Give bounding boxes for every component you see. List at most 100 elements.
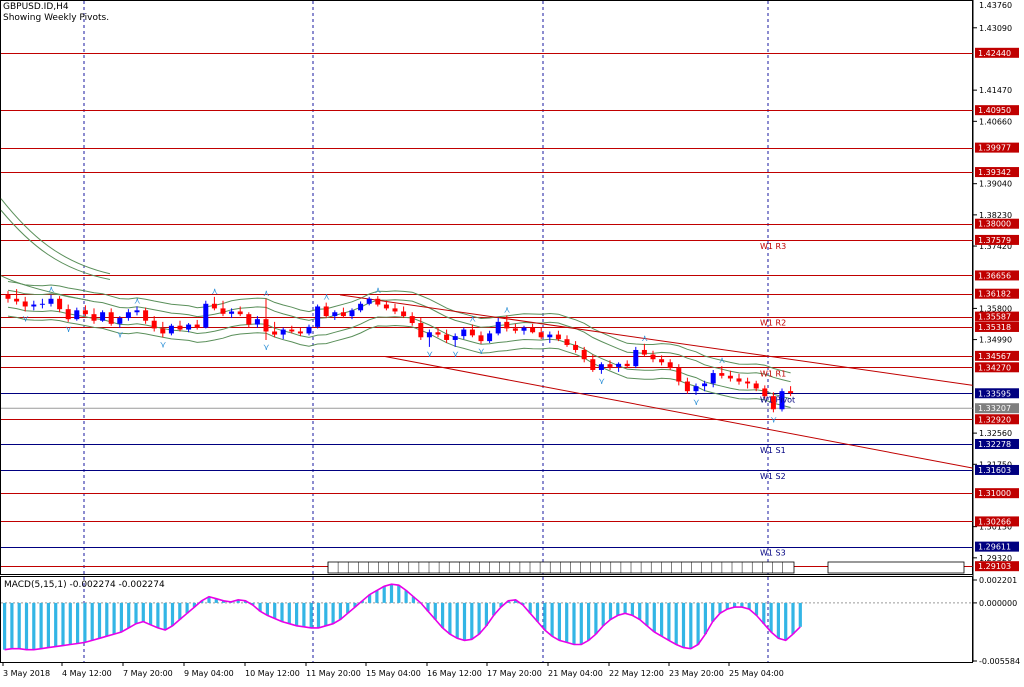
- price-tag-bg-6: [975, 270, 1019, 281]
- candle-body-32: [280, 329, 286, 335]
- candle-75: [650, 350, 656, 363]
- candle-70: [607, 360, 613, 370]
- macd-bar-47: [346, 602, 350, 614]
- macd-bar-88: [645, 602, 649, 626]
- macd-bar-30: [222, 600, 226, 603]
- macd-bar-94: [689, 602, 693, 649]
- macd-bar-98: [718, 602, 722, 614]
- macd-bar-41: [302, 602, 306, 627]
- price-tick-label-1: 1.41470: [979, 86, 1012, 95]
- pivot-label-1: W1 R2: [760, 319, 786, 328]
- candle-76: [659, 355, 665, 366]
- candle-56: [487, 330, 493, 344]
- fractal-down-69: ⋎: [598, 377, 605, 387]
- candle-body-63: [547, 334, 553, 338]
- candle-90: [779, 388, 785, 412]
- candle-body-30: [263, 319, 269, 332]
- candle-83: [719, 366, 725, 379]
- candle-14: [125, 309, 131, 321]
- candle-body-65: [564, 339, 570, 345]
- macd-label: MACD(5,15,1) -0.002274 -0.002274: [4, 580, 165, 590]
- macd-scale-label-1: 0.000000: [979, 599, 1017, 608]
- macd-bar-2: [17, 602, 21, 649]
- candle-body-60: [521, 327, 527, 331]
- candle-body-55: [478, 335, 484, 342]
- macd-bar-77: [565, 602, 569, 643]
- fractal-up-5: ⋏: [48, 285, 55, 295]
- candle-38: [332, 310, 338, 320]
- candle-61: [530, 323, 536, 334]
- price-tick-label-5: 1.37420: [979, 242, 1012, 251]
- macd-bar-72: [528, 602, 532, 614]
- candle-74: [641, 343, 647, 357]
- candle-66: [573, 341, 579, 353]
- candle-63: [547, 331, 553, 344]
- macd-bar-81: [594, 602, 598, 635]
- candle-body-21: [186, 324, 192, 330]
- macd-bar-59: [433, 602, 437, 620]
- candle-body-61: [530, 327, 536, 333]
- candle-17: [151, 316, 157, 332]
- macd-bar-103: [754, 602, 759, 616]
- candle-body-79: [684, 381, 690, 392]
- macd-signal-line: [4, 583, 801, 651]
- candle-8: [74, 307, 80, 321]
- macd-bar-40: [295, 602, 299, 626]
- candle-body-62: [538, 332, 544, 338]
- price-tag-2: 1.39977: [978, 144, 1011, 153]
- candle-46: [401, 306, 407, 319]
- macd-bar-37: [273, 602, 277, 619]
- macd-bar-34: [251, 602, 255, 605]
- candle-21: [186, 323, 192, 333]
- current-price-tag: 1.33207: [978, 404, 1011, 413]
- fractal-up-37: ⋏: [323, 293, 330, 303]
- macd-bar-29: [214, 598, 218, 603]
- candle-77: [667, 359, 673, 370]
- time-label-9: 21 May 04:00: [548, 669, 603, 678]
- macd-bar-11: [83, 602, 87, 643]
- price-tag-17: 1.30266: [978, 517, 1011, 526]
- fractal-up-58: ⋏: [504, 305, 511, 315]
- candle-4: [39, 298, 45, 309]
- candle-body-57: [495, 321, 501, 334]
- candle-body-69: [598, 364, 604, 370]
- candle-72: [624, 360, 630, 369]
- candle-31: [272, 321, 278, 338]
- fractal-down-7: ⋎: [65, 325, 72, 335]
- macd-bar-70: [514, 599, 518, 603]
- candle-body-53: [461, 329, 467, 337]
- candle-body-15: [134, 310, 140, 313]
- fractal-up-43: ⋏: [375, 286, 382, 296]
- macd-bar-95: [696, 602, 700, 645]
- macd-bar-46: [338, 602, 342, 620]
- candle-body-42: [366, 298, 372, 304]
- candle-80: [693, 383, 699, 396]
- macd-bar-75: [550, 602, 554, 637]
- candle-22: [194, 319, 200, 330]
- macd-bar-79: [579, 602, 583, 645]
- macd-bar-38: [280, 602, 284, 622]
- price-tag-4: 1.38000: [978, 220, 1011, 229]
- macd-bar-64: [470, 602, 474, 640]
- macd-bar-90: [660, 602, 664, 637]
- candle-40: [349, 308, 355, 320]
- candle-body-81: [702, 383, 708, 387]
- macd-bar-10: [76, 602, 80, 644]
- pivot-label-2: W1 R1: [760, 369, 786, 378]
- time-label-11: 23 May 20:00: [669, 669, 724, 678]
- price-tag-bg-8: [975, 311, 1019, 322]
- time-label-6: 15 May 04:00: [366, 669, 421, 678]
- candle-body-24: [211, 303, 217, 309]
- candle-85: [736, 373, 742, 385]
- macd-bar-104: [762, 602, 766, 624]
- candle-body-2: [22, 301, 28, 307]
- macd-bar-73: [535, 602, 540, 622]
- candle-0: [5, 291, 11, 303]
- macd-bar-78: [572, 602, 576, 645]
- candle-10: [91, 308, 97, 324]
- candle-16: [143, 307, 149, 324]
- candle-body-23: [203, 303, 209, 328]
- fractal-down-13: ⋎: [117, 331, 124, 341]
